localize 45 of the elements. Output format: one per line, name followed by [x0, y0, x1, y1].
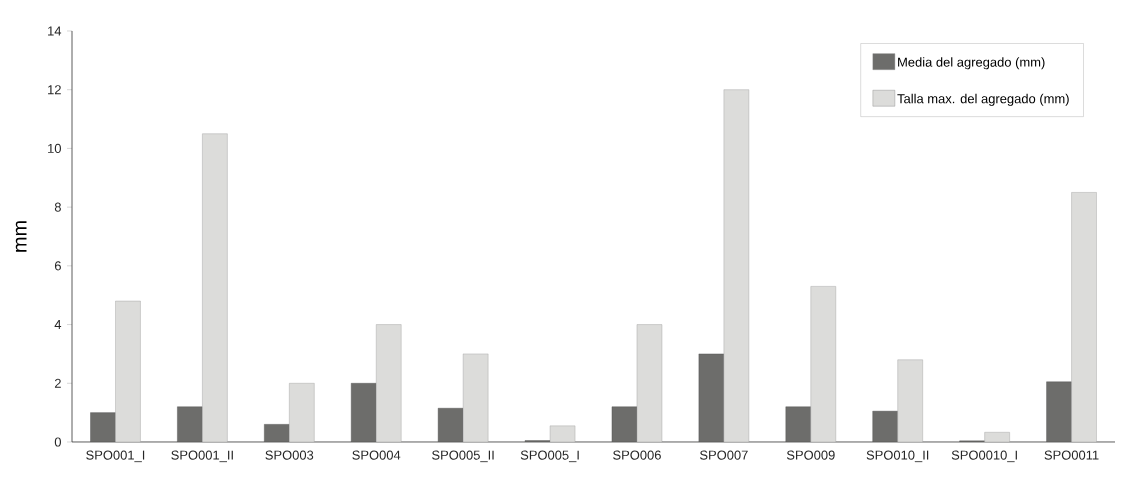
bar — [1071, 192, 1097, 442]
bar — [549, 425, 576, 442]
x-tick-label: SPO005_I — [520, 450, 579, 463]
y-tick-label: 14 — [48, 26, 62, 36]
bar — [785, 406, 811, 442]
x-tick-label: SPO001_I — [86, 450, 145, 463]
x-tick-label: SPO003 — [265, 450, 314, 460]
x-tick-label: SPO001_II — [171, 450, 233, 463]
y-tick-label: 0 — [54, 437, 61, 447]
x-tick-label: SPO004 — [352, 450, 401, 460]
bar — [376, 324, 402, 442]
bar — [723, 89, 750, 442]
x-tick-label: SPO010_II — [866, 450, 929, 463]
bar — [462, 353, 489, 442]
bar — [698, 353, 725, 442]
bar — [611, 406, 638, 442]
x-tick-label: SPO005_II — [432, 450, 494, 463]
y-tick-label: 2 — [54, 378, 61, 388]
y-tick-label: 4 — [54, 320, 62, 330]
y-tick-label: 10 — [48, 143, 61, 153]
bar — [437, 408, 464, 442]
bar — [177, 406, 203, 442]
bar — [289, 383, 315, 442]
y-tick-label: 6 — [54, 261, 61, 271]
y-axis-title: mm — [15, 221, 27, 252]
bar — [872, 410, 898, 442]
bar — [264, 424, 290, 442]
legend-label: Talla max. del agregado (mm) — [897, 93, 1069, 106]
bar — [202, 133, 228, 442]
bar — [897, 359, 923, 442]
bar — [115, 300, 141, 442]
y-tick-label: 12 — [48, 85, 61, 95]
bar — [636, 324, 663, 442]
x-tick-label: SPO007 — [700, 450, 748, 460]
bar — [1046, 381, 1072, 442]
x-tick-label: SPO0010_I — [951, 450, 1017, 463]
y-tick-label: 8 — [54, 202, 61, 212]
x-tick-label: SPO009 — [786, 450, 835, 460]
bar — [984, 432, 1010, 442]
bar — [90, 412, 116, 442]
bar — [810, 286, 836, 442]
x-tick-label: SPO006 — [613, 450, 661, 460]
legend-label: Media del agregado (mm) — [898, 57, 1045, 70]
bar — [351, 383, 377, 442]
x-tick-label: SPO0011 — [1044, 450, 1099, 460]
